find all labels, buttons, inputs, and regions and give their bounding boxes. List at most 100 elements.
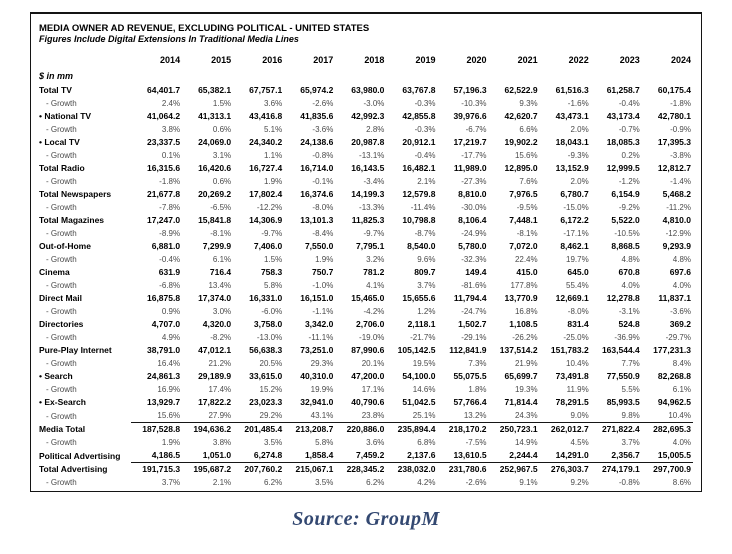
growth-value-cell: -3.1% <box>618 307 640 316</box>
growth-value-cell: -0.4% <box>414 151 436 160</box>
value-cell: 47,012.1 <box>198 345 232 355</box>
value-cell: 12,669.1 <box>555 293 589 303</box>
growth-value-cell: 4.8% <box>672 255 691 264</box>
value-cell: 112,841.9 <box>449 345 487 355</box>
value-cell: 94,962.5 <box>657 397 691 407</box>
value-cell: 10,798.8 <box>402 215 436 225</box>
value-cell: 12,895.0 <box>504 163 538 173</box>
growth-value-cell: -8.1% <box>210 229 232 238</box>
value-cell: 415.0 <box>516 267 538 277</box>
value-cell: 73,491.8 <box>555 371 589 381</box>
growth-value-cell: -1.2% <box>618 177 640 186</box>
growth-value-cell: -21.7% <box>410 333 436 342</box>
row-label: Total TV <box>39 85 72 95</box>
value-cell: 215,067.1 <box>284 462 336 476</box>
value-cell: 29,189.9 <box>198 371 232 381</box>
growth-value-cell: 5.8% <box>315 438 334 447</box>
growth-value-cell: -0.7% <box>618 125 640 134</box>
growth-value-cell: -27.3% <box>461 177 487 186</box>
value-cell: 4,186.5 <box>151 450 181 460</box>
growth-value-cell: -24.7% <box>461 307 487 316</box>
value-cell: 63,980.0 <box>351 85 385 95</box>
growth-value-cell: 1.5% <box>264 255 283 264</box>
value-cell: 297,700.9 <box>641 462 693 476</box>
growth-value-cell: -0.1% <box>312 177 334 186</box>
value-cell: 12,278.8 <box>606 293 640 303</box>
growth-value-cell: -10.3% <box>461 99 487 108</box>
value-cell: 24,340.2 <box>249 137 283 147</box>
growth-row-label: - Growth <box>46 478 77 487</box>
growth-value-cell: -2.6% <box>312 99 334 108</box>
value-cell: 2,244.4 <box>509 450 538 460</box>
value-cell: 250,723.1 <box>488 422 540 436</box>
row-label: • Ex-Search <box>39 397 86 407</box>
growth-row-local-tv: - Growth 0.1% 3.1% 1.1% -0.8% -13.1% -0.4% -17.… <box>39 149 693 162</box>
corner-cell <box>39 49 131 69</box>
growth-value-cell: 6.6% <box>519 125 538 134</box>
source-attribution: Source: GroupM <box>292 508 440 530</box>
row-label: • Local TV <box>39 137 80 147</box>
growth-value-cell: 8.6% <box>672 478 691 487</box>
growth-value-cell: -6.0% <box>261 307 283 316</box>
growth-value-cell: 21.9% <box>514 359 538 368</box>
value-cell: 6,274.8 <box>253 450 283 460</box>
growth-value-cell: 9.3% <box>519 99 538 108</box>
value-cell: 19,902.2 <box>504 137 538 147</box>
value-cell: 8,810.0 <box>458 189 487 199</box>
value-cell: 20,987.8 <box>351 137 385 147</box>
value-cell: 82,268.8 <box>657 371 691 381</box>
value-cell: 645.0 <box>567 267 589 277</box>
growth-value-cell: -12.2% <box>256 203 283 212</box>
value-cell: 5,522.0 <box>611 215 640 225</box>
growth-row-label: - Growth <box>46 333 77 342</box>
growth-value-cell: -1.0% <box>312 281 334 290</box>
value-cell: 4,810.0 <box>662 215 691 225</box>
growth-value-cell: 3.7% <box>417 281 436 290</box>
growth-value-cell: 9.8% <box>621 411 640 420</box>
category-row-out-of-home: Out-of-Home 6,881.0 7,299.9 7,406.0 7,550.0 7… <box>39 240 693 253</box>
value-cell: 41,064.2 <box>146 111 181 121</box>
unit-label: $ in mm <box>39 71 74 81</box>
growth-value-cell: -29.1% <box>461 333 487 342</box>
category-row-direct-mail: Direct Mail 16,875.8 17,374.0 16,331.0 16,15… <box>39 292 693 305</box>
growth-value-cell: 25.1% <box>412 411 436 420</box>
growth-value-cell: -7.8% <box>159 203 181 212</box>
value-cell: 20,269.2 <box>198 189 232 199</box>
growth-value-cell: -9.7% <box>261 229 283 238</box>
value-cell: 276,303.7 <box>539 462 591 476</box>
value-cell: 55,075.5 <box>453 371 487 381</box>
growth-value-cell: -1.8% <box>670 99 691 108</box>
year-column-header: 2015 <box>211 55 232 65</box>
growth-value-cell: 2.0% <box>570 177 589 186</box>
growth-value-cell: -6.8% <box>159 281 181 290</box>
value-cell: 73,251.0 <box>300 345 334 355</box>
value-cell: 9,293.9 <box>662 241 691 251</box>
growth-row-label: - Growth <box>46 438 77 447</box>
value-cell: 18,043.1 <box>555 137 589 147</box>
growth-value-cell: 4.0% <box>672 281 691 290</box>
growth-value-cell: -9.2% <box>618 203 640 212</box>
growth-value-cell: 1.8% <box>468 385 487 394</box>
growth-value-cell: 43.1% <box>310 411 334 420</box>
growth-row-total-radio: - Growth -1.8% 0.6% 1.9% -0.1% -3.4% 2.1% -27.3… <box>39 175 693 188</box>
value-cell: 271,822.4 <box>590 422 642 436</box>
growth-value-cell: 3.6% <box>264 99 283 108</box>
value-cell: 15,465.0 <box>351 293 385 303</box>
growth-value-cell: -25.0% <box>563 333 589 342</box>
growth-value-cell: -24.9% <box>461 229 487 238</box>
value-cell: 13,770.9 <box>504 293 538 303</box>
value-cell: 57,196.3 <box>453 85 487 95</box>
growth-value-cell: 15.6% <box>514 151 538 160</box>
growth-value-cell: -0.3% <box>414 125 436 134</box>
growth-value-cell: 19.9% <box>310 385 334 394</box>
growth-row-label: - Growth <box>46 359 77 368</box>
growth-value-cell: -8.9% <box>159 229 181 238</box>
growth-value-cell: 3.7% <box>621 438 640 447</box>
table-title: MEDIA OWNER AD REVENUE, EXCLUDING POLITI… <box>39 23 370 34</box>
growth-value-cell: -0.8% <box>312 151 334 160</box>
value-cell: 85,993.5 <box>606 397 640 407</box>
growth-value-cell: 11.9% <box>566 385 589 394</box>
growth-row-label: - Growth <box>46 125 77 134</box>
value-cell: 16,714.0 <box>300 163 334 173</box>
growth-value-cell: 6.2% <box>366 478 385 487</box>
